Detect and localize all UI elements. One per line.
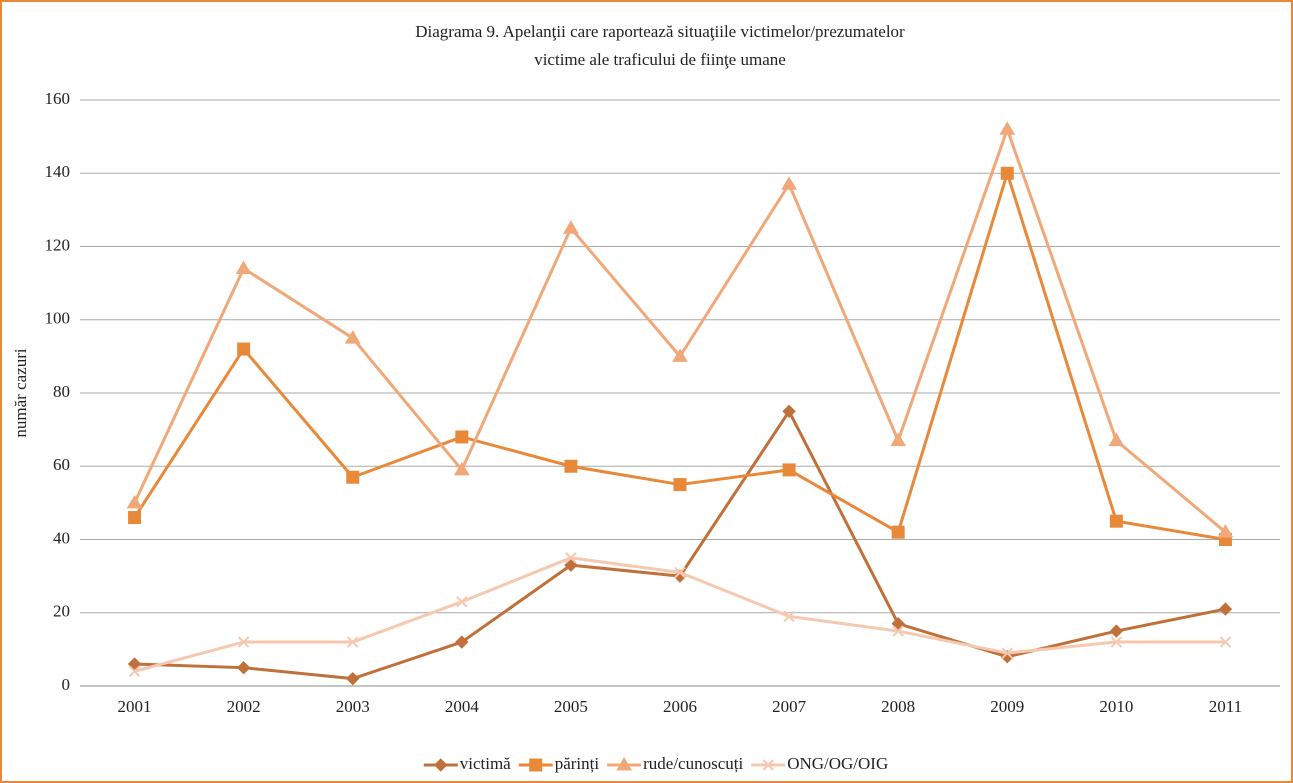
y-tick-label: 120 [45,235,71,254]
x-tick-label: 2002 [227,697,261,716]
x-tick-label: 2011 [1209,697,1242,716]
y-tick-label: 0 [62,675,71,694]
legend-label: ONG/OG/OIG [787,754,888,773]
data-point [455,635,469,649]
data-point [782,404,796,419]
y-tick-label: 140 [45,162,71,181]
data-point [1217,524,1234,538]
chart-title: victime ale traficului de fiinţe umane [534,50,786,69]
data-point [235,260,252,274]
x-tick-label: 2001 [118,697,152,716]
legend-marker [762,759,774,771]
data-point [456,596,468,608]
data-point [1000,166,1014,180]
data-point [781,176,797,190]
data-point [891,525,905,539]
data-point [1001,647,1013,659]
x-tick-label: 2010 [1099,697,1133,716]
data-point [672,348,688,362]
data-point [346,671,360,686]
data-point [346,470,360,484]
chart-title: Diagrama 9. Apelanţii care raportează si… [415,22,905,41]
y-tick-label: 80 [53,382,70,401]
y-tick-label: 100 [45,309,71,328]
data-point [455,430,469,444]
x-tick-label: 2006 [663,697,697,716]
data-point [1110,636,1123,648]
data-point [347,636,359,648]
data-point [453,461,470,476]
data-point [1109,624,1124,638]
legend-label: rude/cunoscuți [643,754,743,773]
y-tick-label: 40 [53,528,70,547]
data-point [237,342,251,356]
legend-label: părinți [555,754,600,773]
y-tick-label: 60 [53,455,70,474]
data-point [564,459,578,473]
data-point [892,625,904,637]
data-point [126,494,143,509]
data-point [999,121,1016,135]
x-tick-label: 2007 [772,697,807,716]
legend-marker [529,758,543,772]
x-tick-label: 2003 [336,697,370,716]
data-point [128,665,141,678]
data-point [1108,432,1125,447]
data-point [565,552,577,564]
data-point [783,610,795,623]
data-point [1218,602,1233,616]
data-point [1109,514,1123,528]
data-point [237,636,250,648]
x-tick-label: 2008 [881,697,915,716]
data-point [1219,636,1232,648]
y-tick-label: 20 [53,602,70,621]
data-point [128,511,142,525]
legend-marker [616,757,632,771]
legend-label: victimă [460,754,511,773]
data-point [890,432,907,447]
legend-marker [434,758,448,772]
data-point [674,566,686,579]
data-point [236,660,251,675]
data-point [673,478,687,492]
y-tick-label: 160 [45,89,71,108]
data-point [782,463,796,477]
y-axis-label: număr cazuri [11,348,30,437]
data-point [563,220,579,234]
x-tick-label: 2005 [554,697,588,716]
x-tick-label: 2009 [990,697,1024,716]
x-tick-label: 2004 [445,697,480,716]
data-point [344,330,361,344]
